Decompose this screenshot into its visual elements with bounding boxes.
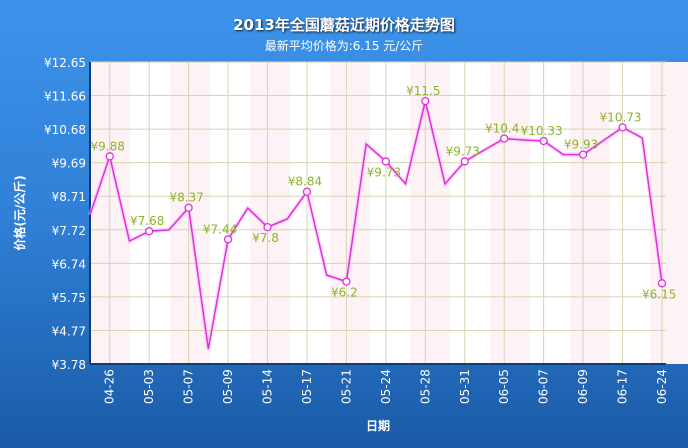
data-label: ¥7.68 <box>130 214 164 228</box>
y-tick-label: ¥8.71 <box>52 190 86 204</box>
x-tick-label: 06-07 <box>537 369 551 404</box>
y-tick-label: ¥9.69 <box>52 157 86 171</box>
data-label: ¥10.4 <box>485 122 519 136</box>
data-label: ¥7.8 <box>252 231 279 245</box>
data-label: ¥7.44 <box>203 222 237 236</box>
chart-title: 2013年全国蘑菇近期价格走势图 <box>233 16 455 34</box>
data-label: ¥11.5 <box>406 84 440 98</box>
x-axis-label: 日期 <box>366 418 390 433</box>
y-tick-label: ¥11.66 <box>44 90 86 104</box>
data-point <box>184 203 193 212</box>
plot-band <box>490 62 530 364</box>
plot-band <box>410 62 450 364</box>
x-tick-label: 05-24 <box>379 369 393 404</box>
data-label: ¥10.33 <box>521 124 563 138</box>
x-tick-label: 05-17 <box>300 369 314 404</box>
x-tick-label: 05-07 <box>182 369 196 404</box>
plot-band <box>250 62 290 364</box>
x-tick-label: 04-26 <box>103 369 117 404</box>
x-tick-label: 05-03 <box>142 369 156 404</box>
y-tick-label: ¥10.68 <box>44 123 86 137</box>
y-tick-label: ¥4.77 <box>52 324 86 338</box>
data-point <box>381 157 391 166</box>
y-tick-label: ¥3.78 <box>52 358 86 372</box>
y-tick-label: ¥5.75 <box>52 291 86 305</box>
x-tick-label: 06-05 <box>497 369 511 404</box>
series-line <box>89 100 663 350</box>
data-point <box>145 227 154 236</box>
data-label: ¥6.2 <box>331 286 358 300</box>
data-label: ¥9.93 <box>564 138 598 152</box>
data-label: ¥9.73 <box>446 144 480 158</box>
x-tick-label: 05-28 <box>418 369 432 404</box>
x-tick-label: 05-31 <box>458 369 472 404</box>
data-point <box>618 123 627 132</box>
plot-band <box>570 62 610 364</box>
data-point <box>105 152 114 161</box>
y-tick-label: ¥6.74 <box>52 257 86 271</box>
x-tick-label: 06-09 <box>576 369 590 404</box>
data-point <box>460 157 469 166</box>
y-tick-label: ¥7.72 <box>52 224 86 238</box>
data-label: ¥8.37 <box>169 191 203 205</box>
data-point <box>539 136 548 146</box>
data-label: ¥9.73 <box>367 165 401 179</box>
data-point <box>302 187 312 196</box>
data-label: ¥8.84 <box>288 175 322 189</box>
data-label: ¥10.73 <box>600 110 642 124</box>
chart-subtitle: 最新平均价格为:6.15 元/公斤 <box>264 39 424 53</box>
plot-band <box>330 62 370 364</box>
data-label: ¥9.88 <box>91 139 125 153</box>
plot-band <box>650 62 688 364</box>
x-tick-label: 05-21 <box>339 369 353 404</box>
data-label: ¥6.15 <box>642 287 676 301</box>
data-point <box>500 134 509 143</box>
x-tick-label: 06-24 <box>655 369 669 404</box>
data-point <box>263 222 272 232</box>
data-point <box>578 150 588 159</box>
y-axis-label: 价格(元/公斤) <box>12 175 27 250</box>
data-point <box>657 279 667 288</box>
x-tick-label: 05-09 <box>221 369 235 404</box>
data-point <box>223 235 233 244</box>
x-tick-label: 05-14 <box>261 369 275 404</box>
data-point <box>421 97 430 106</box>
x-tick-label: 06-17 <box>616 369 630 404</box>
y-tick-label: ¥12.65 <box>44 56 86 70</box>
data-point <box>342 277 351 286</box>
